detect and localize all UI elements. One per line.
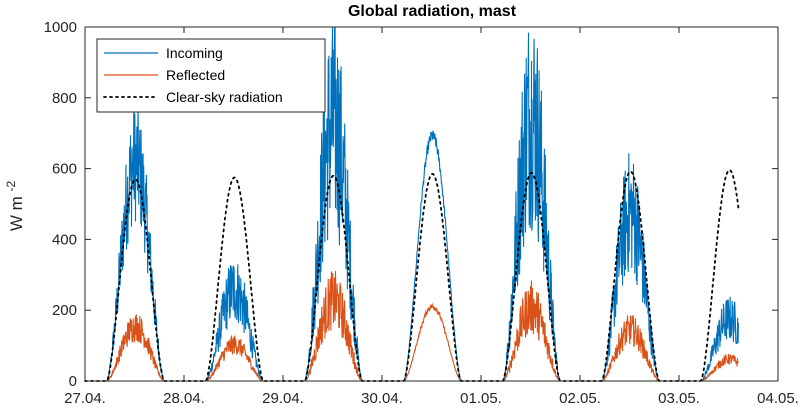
x-tick-label: 03.05. <box>658 390 700 407</box>
x-tick-label: 04.05. <box>757 390 799 407</box>
y-axis-label-main: W m <box>7 196 26 231</box>
x-tick-label: 02.05. <box>559 390 601 407</box>
y-tick-label: 200 <box>52 302 77 319</box>
legend: Incoming Reflected Clear-sky radiation <box>96 38 326 113</box>
axes: 0 200 400 600 800 1000 27.04. 28.04. 29.04. 30.04… <box>44 19 799 407</box>
y-axis-label: W m -2 <box>4 181 26 232</box>
y-tick-label: 800 <box>52 90 77 107</box>
legend-entry: Clear-sky radiation <box>166 89 283 105</box>
x-tick-label: 01.05. <box>460 390 502 407</box>
legend-entry: Incoming <box>166 45 223 61</box>
x-tick-label: 28.04. <box>163 390 205 407</box>
svg-text:W m -2: W m -2 <box>4 181 26 232</box>
x-tick-label: 27.04. <box>64 390 106 407</box>
x-tick-label: 29.04. <box>262 390 304 407</box>
plot-frame <box>84 26 779 382</box>
y-tick-label: 600 <box>52 161 77 178</box>
y-tick-label: 1000 <box>44 19 77 36</box>
legend-entry: Reflected <box>166 67 225 83</box>
y-tick-label: 400 <box>52 231 77 248</box>
y-axis-label-exponent: -2 <box>4 181 18 192</box>
x-tick-label: 30.04. <box>361 390 403 407</box>
y-tick-label: 0 <box>69 373 77 390</box>
chart-title: Global radiation, mast <box>348 3 517 20</box>
